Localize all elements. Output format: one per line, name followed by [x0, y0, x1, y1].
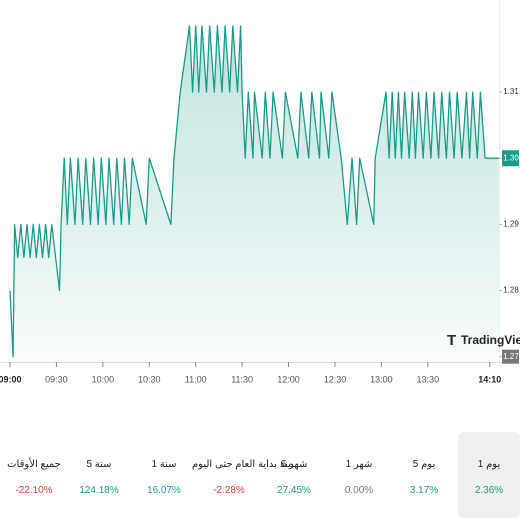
- area-fill: [10, 25, 499, 363]
- y-tick-label: 1.31: [503, 87, 519, 96]
- tab-change: 27.45%: [277, 485, 311, 496]
- tab-change: 0.00%: [344, 485, 374, 496]
- price-badge: [502, 150, 519, 167]
- tab-label: 6 شهر: [280, 459, 308, 470]
- x-tick-label: 14:10: [478, 374, 501, 384]
- period-tabs: 1 يوم 2.36% 5 يوم 3.17% 1 شهر 0.00% 6 شهر 27.45…: [0, 432, 520, 518]
- y-tick-label: 1.28: [503, 286, 519, 295]
- period-tab[interactable]: 5 سنة 124.18%: [68, 432, 130, 518]
- period-tab[interactable]: جميع الأوقات -22.10%: [3, 432, 65, 518]
- tab-label: 5 يوم: [412, 459, 436, 470]
- period-tab[interactable]: 6 شهر 27.45%: [263, 432, 325, 518]
- x-tick-label: 10:00: [92, 374, 115, 384]
- x-tick-label: 12:00: [277, 374, 300, 384]
- period-tab[interactable]: 1 شهر 0.00%: [328, 432, 390, 518]
- tab-change: 124.18%: [79, 485, 119, 496]
- x-tick-label: 11:00: [185, 374, 207, 384]
- tab-change: 2.36%: [474, 485, 504, 496]
- x-tick-label: 11:30: [231, 374, 253, 384]
- tab-label: جميع الأوقات: [7, 459, 61, 470]
- chart: T TradingView 09:0009:3010:0010:3011:001…: [0, 0, 520, 384]
- y-tick-label: 1.27: [503, 352, 519, 361]
- low-badge: [502, 349, 519, 364]
- x-tick-label: 10:30: [138, 374, 161, 384]
- y-tick-label: 1.29: [503, 220, 519, 229]
- period-tab[interactable]: 5 يوم 3.17%: [393, 432, 455, 518]
- price-line: [9, 25, 499, 358]
- tab-change: -2.28%: [213, 485, 245, 496]
- tab-change: -22.10%: [15, 485, 53, 496]
- x-tick-label: 12:30: [324, 374, 347, 384]
- tab-change: 16.07%: [147, 485, 181, 496]
- tab-label: منذ بداية العام حتى اليوم: [192, 459, 294, 470]
- x-tick-label: 13:30: [417, 374, 440, 384]
- period-tab[interactable]: 1 يوم 2.36%: [458, 432, 520, 518]
- x-tick-label: 13:00: [370, 374, 393, 384]
- tab-label: 5 سنة: [86, 459, 112, 470]
- tab-change: 3.17%: [409, 485, 439, 496]
- x-tick-label: 09:30: [45, 374, 68, 384]
- x-tick-label: 09:00: [0, 374, 22, 384]
- tab-label: 1 يوم: [477, 459, 501, 470]
- period-tab[interactable]: منذ بداية العام حتى اليوم -2.28%: [192, 432, 293, 518]
- tab-label: 1 سنة: [151, 459, 177, 470]
- period-tab[interactable]: 1 سنة 16.07%: [133, 432, 195, 518]
- y-tick-label: 1.30: [503, 153, 519, 162]
- tab-label: 1 شهر: [345, 459, 373, 470]
